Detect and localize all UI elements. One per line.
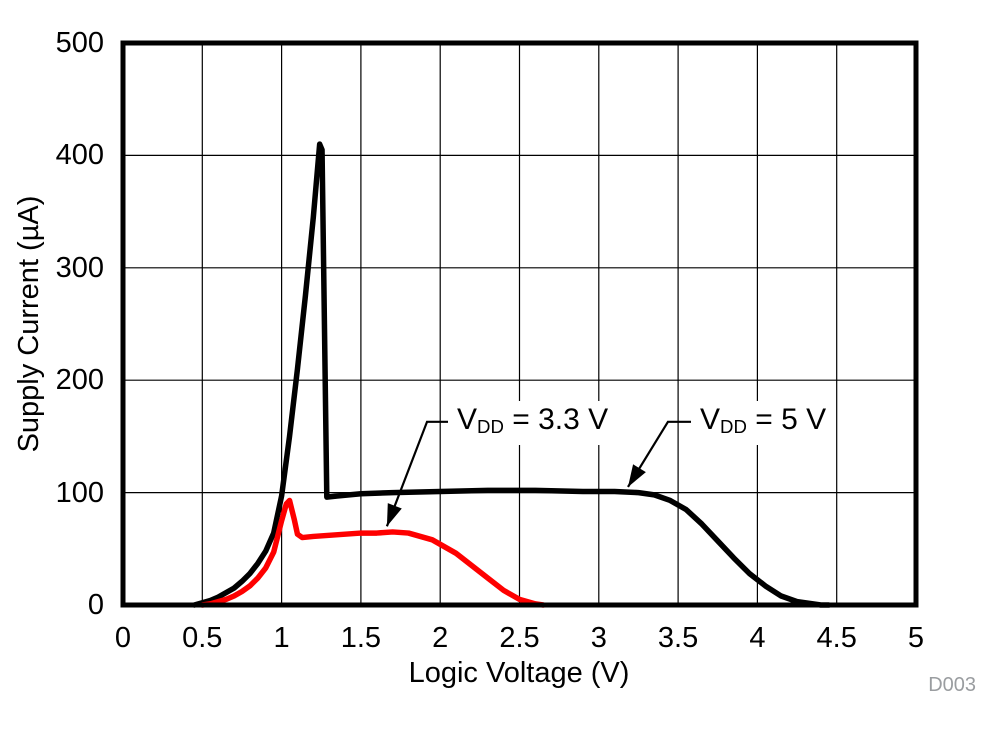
annotation-vdd-5v-value: = 5 V bbox=[746, 403, 827, 436]
annotation-vdd-3v3-value: = 3.3 V bbox=[503, 403, 609, 436]
annotation-vdd-3v3-subscript: DD bbox=[477, 416, 504, 438]
series-curve-0 bbox=[191, 141, 832, 608]
figure-code-label: D003 bbox=[928, 674, 976, 696]
annotation-vdd-5v-symbol: V bbox=[700, 403, 721, 436]
plot-frame bbox=[120, 40, 919, 608]
annotation-vdd-5v-subscript: DD bbox=[720, 416, 747, 438]
annotation-vdd-3v3-symbol: V bbox=[457, 403, 478, 436]
annotation-vdd-3v3: VDD = 3.3 V bbox=[448, 401, 618, 445]
annotation-vdd-5v: VDD = 5 V bbox=[691, 401, 836, 445]
series-curve-1 bbox=[199, 497, 547, 608]
annotation-arrowhead-1 bbox=[627, 464, 646, 487]
annotation-arrowhead-0 bbox=[386, 503, 402, 527]
